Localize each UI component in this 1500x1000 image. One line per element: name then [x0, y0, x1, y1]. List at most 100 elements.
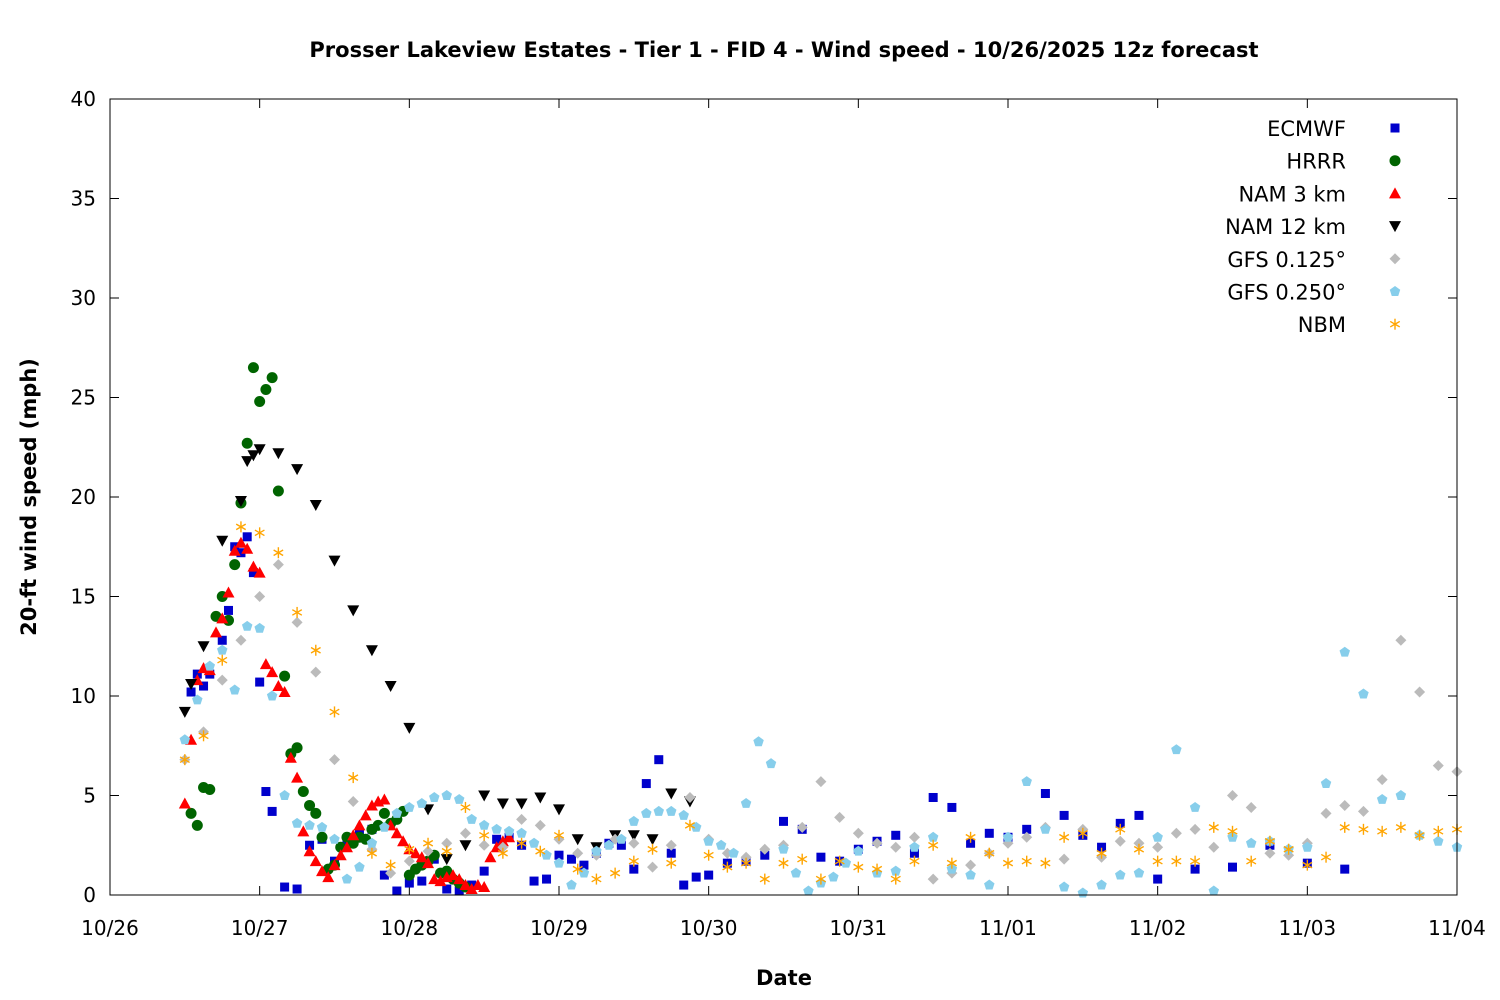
data-point [254, 527, 265, 539]
data-point [928, 839, 939, 851]
data-point [616, 833, 627, 844]
data-point [465, 883, 478, 895]
data-point [291, 817, 303, 828]
data-point [984, 828, 994, 838]
data-point [366, 837, 378, 848]
x-tick-label: 10/31 [830, 916, 888, 940]
data-point [353, 819, 366, 831]
data-point [1320, 807, 1332, 819]
data-point [497, 841, 509, 853]
data-point [479, 829, 490, 841]
data-point [329, 754, 340, 766]
data-point [228, 544, 241, 556]
data-point [236, 548, 246, 558]
data-point [666, 857, 677, 869]
data-point [460, 801, 471, 813]
data-point [217, 635, 227, 645]
data-point [441, 837, 453, 849]
data-point [254, 591, 266, 602]
data-point [365, 645, 378, 657]
data-point [1246, 855, 1257, 867]
x-tick-label: 10/30 [680, 916, 738, 940]
x-axis-label: Date [756, 966, 812, 990]
data-point [610, 867, 621, 879]
data-point [908, 831, 920, 843]
legend-label-nam-12-km: NAM 12 km [1225, 215, 1346, 239]
data-point [1040, 857, 1051, 869]
data-point [390, 827, 403, 839]
data-point [235, 521, 247, 533]
data-point [890, 873, 901, 885]
data-point [1059, 810, 1069, 820]
data-point [341, 873, 353, 884]
series-layer [178, 362, 1463, 898]
data-point [840, 857, 852, 868]
data-point [441, 790, 452, 800]
data-point [459, 840, 472, 852]
data-point [816, 852, 826, 862]
data-point [535, 845, 546, 857]
data-point [198, 730, 209, 742]
data-point [1227, 790, 1238, 801]
data-point [379, 870, 389, 880]
data-point [266, 372, 278, 384]
data-point [446, 869, 459, 881]
data-point [1264, 835, 1276, 847]
data-point [1302, 841, 1313, 852]
data-point [247, 560, 260, 572]
data-point [334, 849, 347, 861]
data-point [1040, 823, 1051, 834]
series-gfs-0-250 [179, 620, 1463, 898]
data-point [516, 827, 527, 838]
data-point [1115, 818, 1125, 828]
data-point [267, 806, 277, 816]
data-point [1002, 831, 1014, 842]
data-point [279, 670, 291, 682]
data-point [440, 854, 453, 866]
data-point [666, 805, 677, 816]
data-point [259, 658, 272, 670]
data-point [478, 790, 491, 802]
data-point [417, 876, 427, 886]
data-point [647, 861, 659, 873]
data-point [947, 802, 957, 812]
data-point [909, 841, 920, 852]
data-point [1002, 857, 1014, 869]
data-point [217, 654, 228, 666]
data-point [234, 536, 247, 548]
data-point [478, 881, 491, 893]
data-point [778, 857, 789, 869]
data-point [199, 681, 209, 691]
data-point [1114, 835, 1126, 847]
data-point [204, 784, 216, 796]
data-point [255, 677, 265, 687]
data-point [348, 772, 359, 784]
data-point [1376, 793, 1388, 804]
data-point [179, 754, 190, 766]
data-point [217, 644, 228, 655]
data-point [909, 855, 920, 867]
data-point [1189, 801, 1201, 812]
data-point [1302, 859, 1313, 871]
data-point [828, 871, 839, 882]
data-point [629, 864, 639, 874]
data-point [541, 849, 552, 860]
y-tick-label: 35 [71, 187, 96, 211]
data-point [422, 837, 434, 849]
legend-marker-gfs-0-250 [1389, 286, 1401, 296]
data-point [572, 863, 583, 875]
x-tick-label: 10/29 [530, 916, 588, 940]
data-point [309, 499, 322, 511]
data-point [965, 859, 977, 871]
data-point [466, 813, 477, 824]
data-point [928, 792, 938, 802]
data-point [229, 684, 240, 695]
data-point [310, 807, 322, 819]
data-point [1395, 634, 1407, 646]
data-point [222, 586, 235, 598]
data-point [304, 819, 315, 830]
data-point [984, 879, 995, 890]
series-gfs-0-125 [179, 559, 1463, 885]
data-point [441, 845, 452, 857]
data-point [404, 878, 414, 888]
